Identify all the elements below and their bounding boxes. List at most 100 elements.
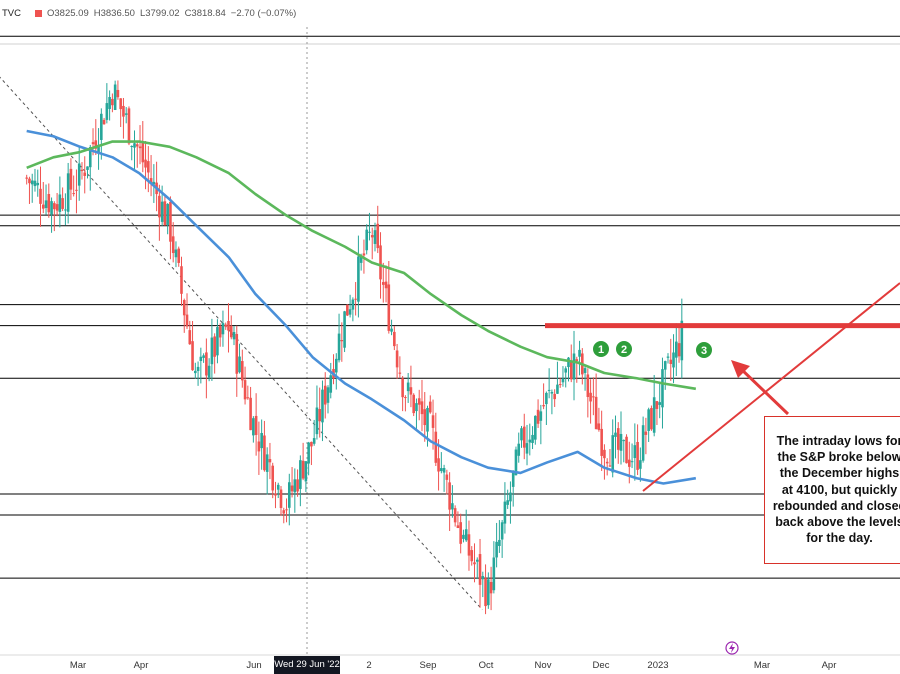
candle-body <box>473 562 476 565</box>
candle-body <box>290 485 294 492</box>
marker-circle <box>593 341 609 357</box>
candle-body <box>149 178 153 184</box>
candle-body <box>257 441 261 452</box>
candle-body <box>194 370 197 374</box>
candle-body <box>185 314 189 327</box>
x-tick-label: Dec <box>593 660 610 671</box>
candle-body <box>252 418 255 436</box>
candle-body <box>124 113 128 115</box>
candle-body <box>271 465 275 491</box>
candle-body <box>550 391 554 394</box>
x-tick-label: Apr <box>134 660 149 671</box>
candle-body <box>492 557 496 591</box>
candle-body <box>597 423 601 430</box>
candle-body <box>249 397 252 431</box>
candle-body <box>462 534 465 539</box>
x-tick-label: 2023 <box>647 660 668 671</box>
candle-body <box>489 581 493 594</box>
candle-body <box>395 350 399 368</box>
candle-body <box>672 352 675 368</box>
candle-body <box>188 330 192 345</box>
x-tick-label: Jun <box>246 660 261 671</box>
candle-body <box>229 325 233 338</box>
marker-circle <box>616 341 632 357</box>
candle-body <box>53 203 56 210</box>
candle-body <box>611 435 615 473</box>
candle-body <box>420 401 424 415</box>
candle-body <box>373 230 377 244</box>
candle-body <box>169 201 172 242</box>
candle-body <box>58 194 62 212</box>
candle-body <box>428 401 432 413</box>
candle-body <box>630 461 634 463</box>
candle-body <box>658 402 662 405</box>
candle-body <box>72 193 75 195</box>
candle-body <box>569 360 573 380</box>
candle-body <box>567 357 570 368</box>
candle-body <box>506 500 509 505</box>
callout-line: back above the levels <box>775 515 900 530</box>
candle-body <box>75 189 78 191</box>
candle-body <box>61 198 64 209</box>
candle-body <box>434 431 438 463</box>
x-tick-label: Apr <box>822 660 837 671</box>
candle-body <box>323 385 327 405</box>
candle-body <box>33 180 37 187</box>
candle-body <box>166 203 169 226</box>
candle-body <box>398 372 402 374</box>
candle-body <box>500 522 504 540</box>
candle-body <box>30 180 34 185</box>
candle-body <box>28 178 31 184</box>
candle-body <box>340 340 344 342</box>
callout-line: for the day. <box>806 531 873 546</box>
candle-body <box>365 229 368 251</box>
candle-body <box>639 460 642 469</box>
rising-trendline <box>642 282 900 492</box>
candle-body <box>254 415 258 435</box>
callout-line: The intraday lows for <box>776 434 900 448</box>
candle-body <box>586 374 590 397</box>
candle-body <box>603 449 606 459</box>
candle-body <box>558 384 562 386</box>
candle-body <box>528 439 532 443</box>
candle-body <box>534 415 537 440</box>
candle-body <box>478 554 482 585</box>
candle-body <box>232 332 236 340</box>
callout-line: the December highs <box>779 466 900 481</box>
candle-body <box>661 369 664 408</box>
candle-body <box>246 397 250 399</box>
candle-body <box>80 169 84 172</box>
candle-body <box>390 328 393 332</box>
candle-body <box>265 454 269 472</box>
annotation-callout: The intraday lows for the S&P broke belo… <box>764 416 900 564</box>
candle-body <box>539 411 543 421</box>
candle-body <box>224 324 228 327</box>
marker-label: 3 <box>701 345 707 357</box>
candle-body <box>655 401 659 409</box>
candle-body <box>133 143 136 148</box>
candle-body <box>138 146 142 149</box>
candle-body <box>451 503 454 510</box>
candle-body <box>663 361 667 370</box>
candle-body <box>343 311 346 348</box>
candle-body <box>152 181 156 185</box>
candle-body <box>182 300 186 316</box>
candle-body <box>238 356 241 373</box>
candle-body <box>605 461 609 464</box>
candle-body <box>578 349 581 357</box>
candle-body <box>459 522 462 544</box>
candle-body <box>384 281 388 289</box>
candle-body <box>69 168 73 190</box>
candle-body <box>55 204 59 211</box>
candle-body <box>592 396 595 398</box>
candle-body <box>213 336 216 357</box>
candle-body <box>94 140 98 149</box>
callout-arrow-line <box>738 366 790 416</box>
candle-body <box>216 327 219 356</box>
candle-body <box>545 392 548 405</box>
x-tick-label: Mar <box>70 660 86 671</box>
candle-body <box>616 428 620 450</box>
candle-body <box>307 442 310 464</box>
